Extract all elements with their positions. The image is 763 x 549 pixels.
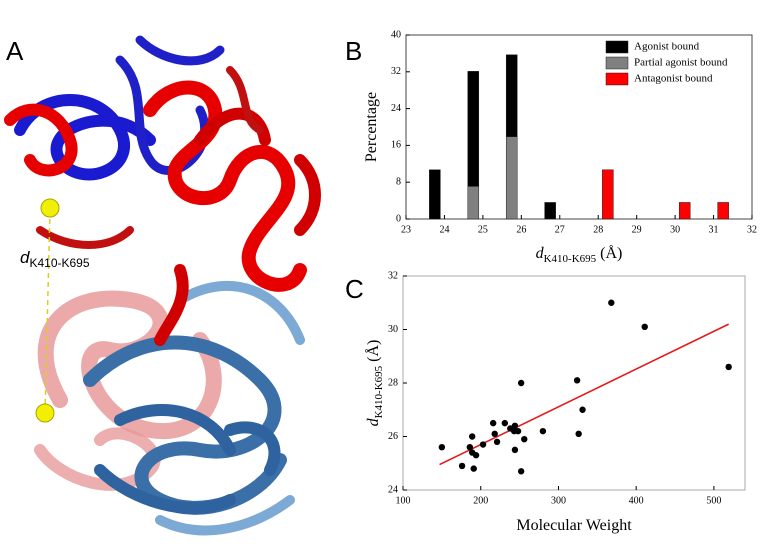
scatter-point (511, 446, 519, 454)
y-axis-label: Percentage (363, 92, 380, 162)
panel-label: C (345, 274, 364, 304)
y-tick-label: 8 (396, 176, 401, 187)
y-tick-label: 16 (391, 140, 401, 151)
scatter-point (491, 430, 498, 438)
scatter-point (458, 462, 466, 470)
scatter-point (608, 299, 615, 306)
panel-label: B (345, 36, 362, 66)
scatter-point (511, 422, 519, 429)
x-tick-label: 30 (670, 224, 680, 235)
scatter-point (479, 441, 487, 448)
scatter-point (438, 444, 446, 451)
scatter-point (501, 419, 509, 427)
y-tick-label: 30 (388, 324, 398, 335)
plot-frame (405, 34, 753, 220)
x-tick-label: 300 (551, 495, 566, 506)
axis-symbol: d (536, 245, 545, 262)
distance-label: dK410-K695 (20, 248, 90, 270)
y-tick-label: 28 (388, 377, 398, 388)
x-tick-label: 26 (516, 224, 526, 235)
x-tick-label: 25 (478, 224, 488, 235)
scatter-point (579, 406, 586, 413)
axis-unit: (Å) (364, 340, 382, 366)
x-tick-label: 100 (396, 495, 411, 506)
axis-symbol: d (365, 417, 382, 426)
legend-swatch (605, 40, 629, 54)
legend-swatch (605, 56, 629, 70)
scatter-point (514, 427, 522, 435)
scatter-point (466, 444, 474, 451)
bar-segment (717, 202, 729, 220)
x-tick-label: 31 (709, 224, 719, 235)
axis-label: dK410-K695 (Å) (536, 244, 623, 265)
axis-label: dK410-K695 (Å) (364, 340, 385, 427)
distance-symbol: d (20, 248, 30, 267)
y-tick-label: 40 (391, 29, 401, 40)
scatter-point (521, 435, 528, 443)
x-tick-label: 23 (401, 224, 411, 235)
x-tick-label: 200 (473, 495, 488, 506)
scatter-point (725, 363, 732, 371)
axis-unit: (Å) (596, 244, 622, 262)
legend-label: Antagonist bound (634, 73, 713, 85)
scatter-point (472, 452, 480, 459)
legend-label: Agonist bound (634, 41, 700, 53)
legend-swatch (605, 72, 629, 86)
protein-structure (4, 35, 321, 536)
scatter-point (470, 465, 477, 472)
distance-subscript: K410-K695 (29, 256, 89, 270)
scatter-point (493, 438, 501, 446)
bar-segment (544, 202, 556, 220)
y-tick-label: 24 (388, 484, 398, 495)
bar-segment (505, 54, 518, 137)
scatter-point (517, 468, 525, 475)
scatter-point (539, 427, 547, 435)
x-tick-label: 500 (706, 495, 721, 506)
x-tick-label: 32 (747, 224, 757, 235)
x-tick-label: 400 (629, 495, 644, 506)
fit-line (439, 323, 730, 466)
x-tick-label: 28 (593, 224, 603, 235)
scatter-point (573, 377, 581, 384)
bar-segment (429, 169, 441, 220)
y-tick-label: 24 (391, 103, 401, 114)
legend-label: Partial agonist bound (634, 57, 728, 69)
axis-subscript: K410-K695 (373, 365, 385, 418)
scatter-point (489, 419, 497, 427)
axis-subscript: K410-K695 (544, 253, 597, 265)
bar-segment (467, 71, 480, 187)
bar-segment (678, 202, 691, 220)
scatter-point (468, 433, 476, 440)
y-tick-label: 26 (388, 431, 398, 442)
x-axis-label: Molecular Weight (516, 517, 632, 534)
bar-segment (505, 136, 518, 220)
bar-segment (602, 169, 614, 220)
x-tick-label: 29 (632, 224, 642, 235)
scatter-point (575, 430, 582, 438)
scatter-point (517, 379, 525, 387)
x-tick-label: 27 (555, 224, 565, 235)
panel-label: A (6, 36, 24, 66)
y-tick-label: 32 (388, 270, 398, 281)
x-tick-label: 24 (439, 224, 449, 235)
y-tick-label: 0 (396, 213, 401, 224)
scatter-point (641, 323, 648, 331)
y-tick-label: 32 (391, 66, 401, 77)
bar-segment (467, 186, 480, 220)
